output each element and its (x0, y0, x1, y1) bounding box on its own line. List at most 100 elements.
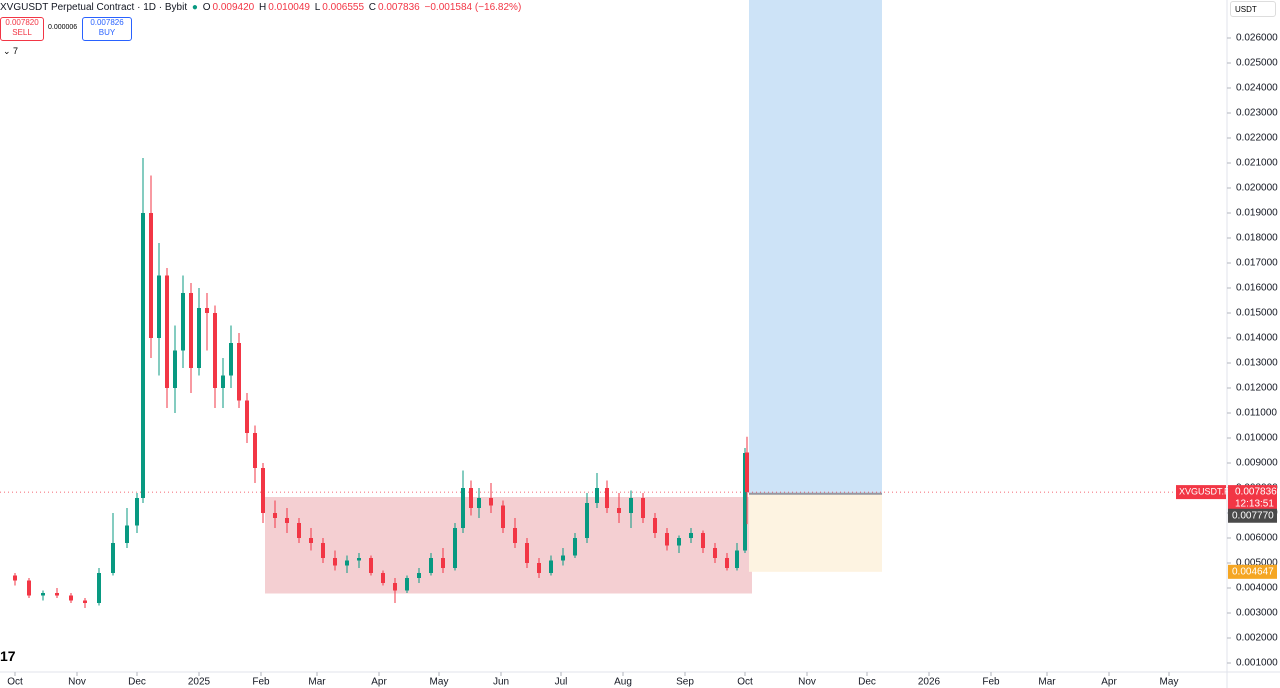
header: XVGUSDT Perpetual Contract · 1D · Bybit … (0, 2, 523, 13)
x-tick-label: Aug (614, 677, 632, 688)
candle-body (229, 343, 233, 376)
o-label: O (202, 2, 211, 13)
candle-body (13, 575, 17, 581)
candle-body (725, 558, 729, 568)
y-tick-label: 0.005000 (1236, 558, 1278, 569)
buy-price: 0.007826 (90, 18, 124, 27)
candle-body (369, 558, 373, 573)
candle-body (665, 533, 669, 546)
c-label: C (368, 2, 377, 13)
candle-body (689, 533, 693, 538)
candle-body (321, 543, 325, 558)
x-tick-label: 2025 (188, 677, 211, 688)
y-tick-label: 0.022000 (1236, 133, 1278, 144)
candle-body (653, 518, 657, 533)
y-tick-label: 0.018000 (1236, 233, 1278, 244)
logo: 17 (0, 648, 16, 664)
x-tick-label: Nov (68, 677, 86, 688)
candle-body (309, 538, 313, 543)
candle-body (111, 543, 115, 573)
spread: 0.000006 (48, 24, 78, 31)
x-tick-label: Apr (1101, 677, 1117, 688)
y-tick-label: 0.012000 (1236, 383, 1278, 394)
candle-body (605, 488, 609, 508)
y-tick-label: 0.002000 (1236, 633, 1278, 644)
c: 0.007836 (378, 2, 420, 13)
candle-body (393, 583, 397, 591)
countdown: 12:13:51 (1235, 499, 1274, 510)
x-tick-label: Mar (1038, 677, 1056, 688)
y-tick-label: 0.025000 (1236, 58, 1278, 69)
l-label: L (314, 2, 321, 13)
candle-body (561, 555, 565, 561)
candle-body (429, 558, 433, 573)
sell-button[interactable]: 0.007820 SELL (0, 17, 44, 41)
title: XVGUSDT Perpetual Contract · 1D · Bybit (0, 2, 188, 13)
candle-body (573, 538, 577, 556)
range-zone (265, 497, 752, 594)
y-tick-label: 0.004000 (1236, 583, 1278, 594)
y-tick-label: 0.001000 (1236, 658, 1278, 669)
candle-body (97, 573, 101, 603)
candle-body (357, 558, 361, 561)
candle-body (469, 488, 473, 508)
candle-body (501, 505, 505, 528)
candle-body (735, 550, 739, 568)
stop-tag-bg (1228, 564, 1277, 579)
sell-label: SELL (12, 28, 32, 37)
candle-body (237, 343, 241, 401)
candle-body (273, 513, 277, 518)
candle-body (157, 275, 161, 338)
candle-body (253, 433, 257, 468)
candle-body (525, 543, 529, 563)
candle-body (617, 508, 621, 513)
o: 0.009420 (212, 2, 255, 13)
entry-tag-bg (1228, 508, 1277, 523)
buy-label: BUY (98, 28, 116, 37)
y-tick-label: 0.015000 (1236, 308, 1278, 319)
last-price-tag-bg (1228, 485, 1277, 512)
buy-button[interactable]: 0.007826 BUY (82, 17, 132, 41)
h: 0.010049 (268, 2, 310, 13)
candle-body (285, 518, 289, 523)
candle-body (55, 593, 59, 596)
x-tick-label: Dec (128, 677, 146, 688)
entry-tag: 0.007770 (1232, 510, 1274, 521)
currency-select[interactable]: USDT (1230, 1, 1276, 17)
candle-body (489, 498, 493, 506)
x-tick-label: Feb (252, 677, 270, 688)
x-tick-label: Sep (676, 677, 694, 688)
candle-body (149, 213, 153, 338)
candle-body (713, 548, 717, 558)
candle-body (629, 498, 633, 513)
candle-body (197, 308, 201, 368)
candle-body (513, 528, 517, 543)
y-tick-label: 0.017000 (1236, 258, 1278, 269)
candle-body (83, 600, 87, 603)
candle-body (189, 293, 193, 368)
h-label: H (259, 2, 267, 13)
candle-body (69, 595, 73, 601)
sell-price: 0.007820 (5, 18, 39, 27)
candle-body (677, 538, 681, 546)
candle-body (641, 498, 645, 518)
y-tick-label: 0.009000 (1236, 458, 1278, 469)
indicator[interactable]: ⌄ 7 (3, 46, 19, 56)
x-tick-label: Jul (555, 677, 568, 688)
candle-body (405, 578, 409, 591)
candle-body (261, 468, 265, 513)
last-price-tag: 0.007836 (1235, 487, 1277, 498)
candle-body (221, 375, 225, 388)
y-tick-label: 0.021000 (1236, 158, 1278, 169)
symbol-tag-bg (1176, 485, 1226, 500)
candle-body (549, 560, 553, 573)
candle-body (135, 498, 139, 526)
x-tick-label: May (1160, 677, 1179, 688)
y-tick-label: 0.003000 (1236, 608, 1278, 619)
candle-body (585, 503, 589, 538)
indicator-count: 7 (13, 46, 19, 56)
y-tick-label: 0.014000 (1236, 333, 1278, 344)
candle-body (417, 573, 421, 578)
candle-body (743, 453, 747, 551)
candle-body (27, 580, 31, 596)
